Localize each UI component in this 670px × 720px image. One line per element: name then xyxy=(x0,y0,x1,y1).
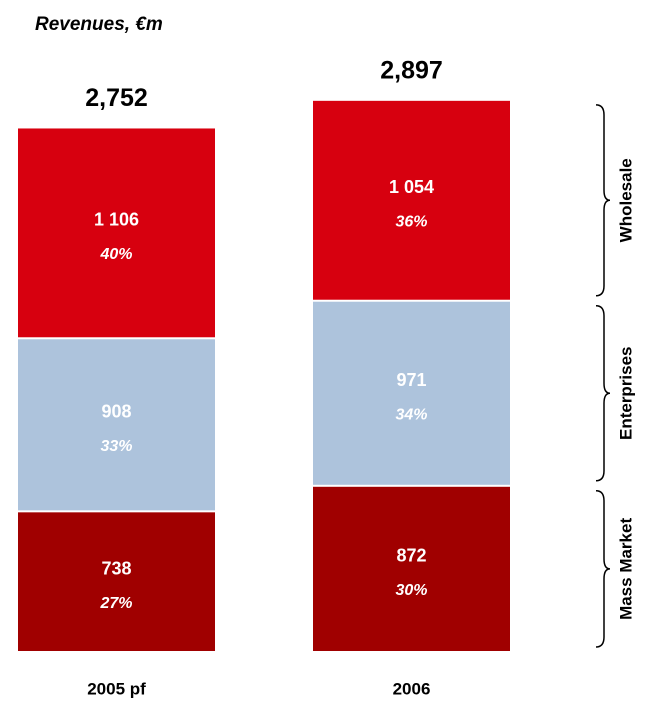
bar-segment xyxy=(313,486,510,651)
value-label: 738 xyxy=(101,558,131,578)
legend-label: Wholesale xyxy=(616,158,635,242)
share-label: 36% xyxy=(395,213,427,230)
value-label: 971 xyxy=(396,370,426,390)
chart-title: Revenues, €m xyxy=(35,14,163,35)
legend-label: Enterprises xyxy=(616,346,635,440)
share-label: 30% xyxy=(395,582,427,599)
x-tick-label: 2006 xyxy=(393,679,431,698)
share-label: 34% xyxy=(395,406,427,423)
total-label: 2,897 xyxy=(380,56,443,84)
brace xyxy=(595,304,611,482)
value-label: 908 xyxy=(101,402,131,422)
legend-label: Mass Market xyxy=(616,518,635,620)
brace xyxy=(595,490,611,648)
total-label: 2,752 xyxy=(85,84,148,112)
bar-segment xyxy=(18,128,215,338)
value-label: 1 054 xyxy=(389,177,434,197)
share-label: 33% xyxy=(100,438,132,455)
brace xyxy=(595,104,611,297)
value-label: 1 106 xyxy=(94,210,139,230)
bar-segment xyxy=(313,100,510,300)
bar-segment xyxy=(18,339,215,511)
value-label: 872 xyxy=(396,546,426,566)
share-label: 40% xyxy=(99,246,132,263)
bar-segment xyxy=(18,512,215,651)
x-tick-label: 2005 pf xyxy=(87,679,146,698)
share-label: 27% xyxy=(99,595,132,612)
bar-segment xyxy=(313,301,510,485)
